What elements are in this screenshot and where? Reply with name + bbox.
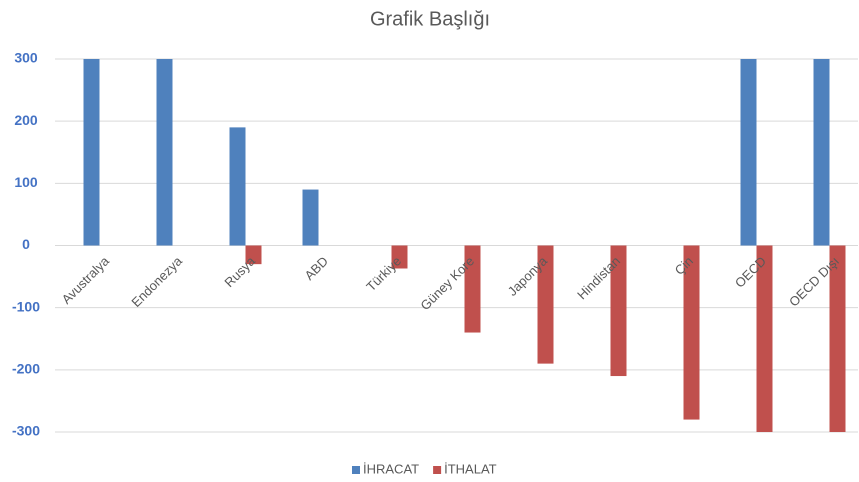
x-tick-label: Türkiye — [363, 253, 404, 294]
x-tick-label: Endonezya — [128, 253, 185, 310]
bar — [83, 59, 100, 246]
bar — [813, 59, 830, 246]
bar — [740, 59, 757, 246]
y-tick-label: 100 — [14, 174, 38, 190]
y-tick-label: 300 — [14, 50, 38, 66]
bar — [391, 245, 408, 269]
y-tick-label: 0 — [22, 236, 30, 252]
bar — [302, 189, 319, 246]
chart-title: Grafik Başlığı — [370, 8, 490, 30]
bar — [537, 245, 554, 364]
x-tick-label: ABD — [302, 253, 332, 283]
legend-swatch — [433, 466, 442, 474]
bar — [229, 127, 246, 246]
bar — [829, 245, 846, 432]
bar — [245, 245, 262, 265]
bar — [683, 245, 700, 420]
y-tick-label: -200 — [12, 361, 40, 377]
bar — [464, 245, 481, 333]
y-tick-label: 200 — [14, 112, 38, 128]
y-tick-label: -100 — [12, 298, 40, 314]
legend-label: İHRACAT — [363, 461, 419, 476]
legend-swatch — [352, 466, 360, 474]
legend-label: İTHALAT — [444, 461, 497, 476]
x-tick-label: Avustralya — [59, 253, 113, 307]
y-tick-label: -300 — [12, 423, 40, 439]
bar — [610, 245, 627, 377]
bar — [156, 59, 173, 246]
bar — [756, 245, 773, 432]
